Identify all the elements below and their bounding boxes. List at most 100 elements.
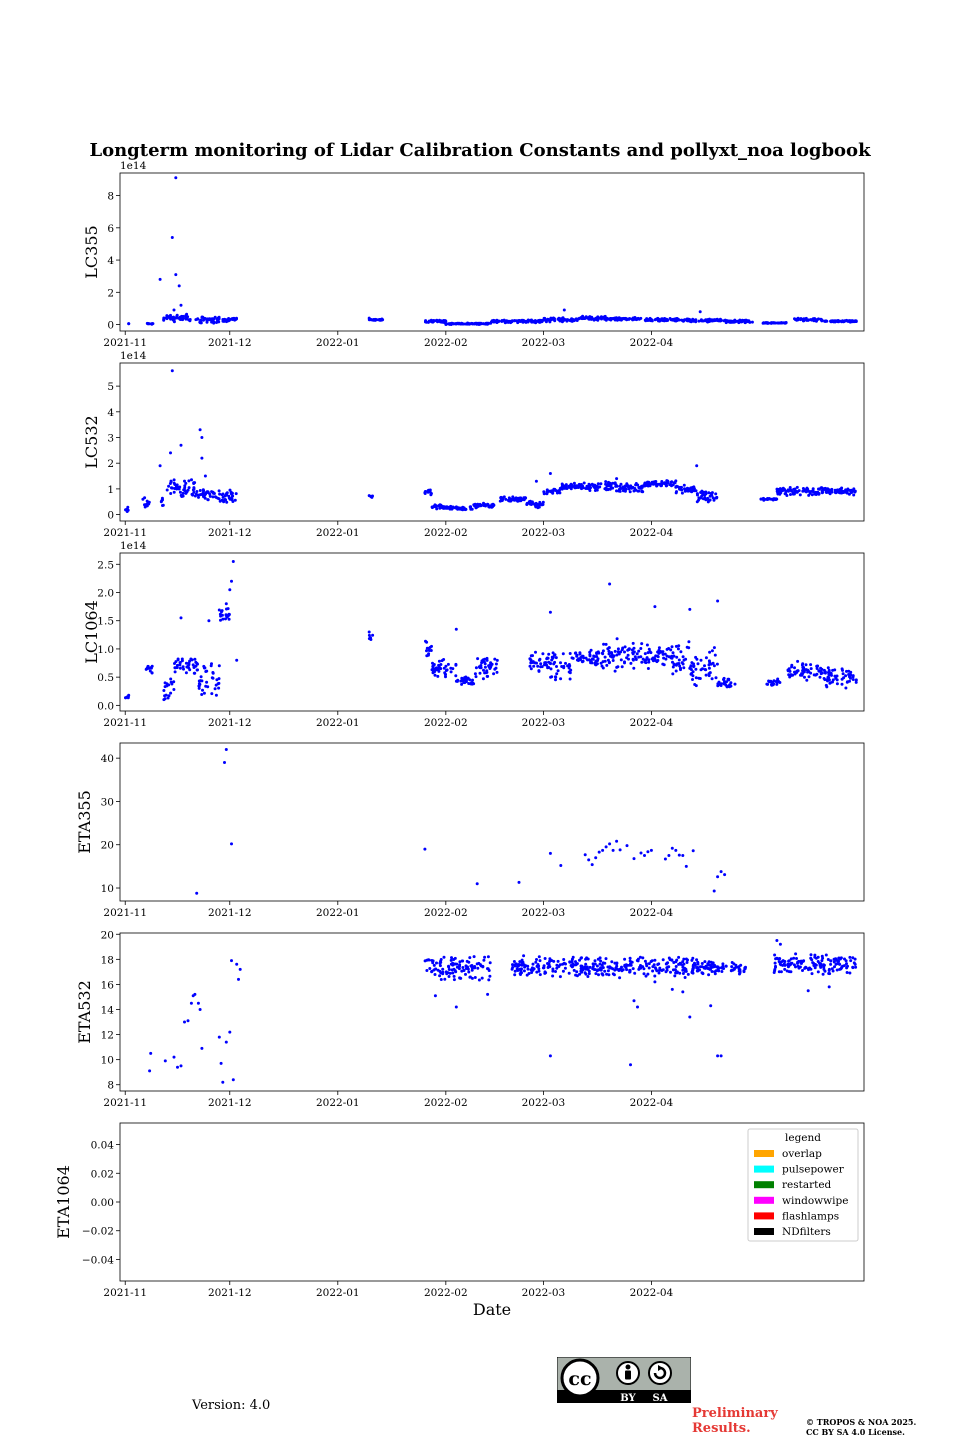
- data-point: [693, 963, 697, 967]
- data-point: [833, 668, 837, 672]
- data-point: [228, 588, 232, 592]
- data-point: [369, 495, 373, 499]
- data-point: [587, 972, 591, 976]
- data-point: [179, 616, 183, 620]
- data-point: [655, 969, 659, 973]
- data-point: [833, 320, 837, 324]
- data-point: [712, 889, 716, 893]
- data-point: [442, 658, 446, 661]
- data-point: [494, 666, 498, 670]
- data-point: [837, 490, 841, 494]
- data-point: [454, 627, 458, 631]
- data-point: [671, 660, 674, 664]
- data-point: [478, 671, 482, 675]
- data-point: [611, 481, 615, 485]
- data-point: [602, 642, 606, 646]
- y-tick-label: 1.0: [97, 644, 114, 656]
- data-point: [548, 320, 552, 324]
- panel-eta355: 2021-11 2021-12 2022-01 2022-02 2022-03 2022-…: [75, 742, 865, 919]
- data-point: [480, 976, 484, 980]
- data-point: [474, 675, 478, 679]
- data-point: [826, 666, 830, 670]
- data-point: [805, 678, 809, 682]
- data-point: [529, 658, 533, 662]
- data-point: [512, 960, 516, 963]
- data-point: [486, 955, 490, 959]
- data-point: [585, 956, 589, 960]
- data-point: [549, 662, 552, 666]
- data-point: [604, 845, 608, 849]
- data-point: [146, 322, 150, 325]
- data-point: [445, 505, 449, 509]
- data-point: [219, 1061, 223, 1065]
- data-point: [687, 640, 691, 644]
- data-point: [580, 956, 583, 960]
- data-point: [447, 505, 451, 509]
- data-point: [230, 579, 233, 583]
- data-point: [698, 968, 702, 972]
- x-tick-label: 2022-03: [522, 1097, 566, 1109]
- data-point: [577, 482, 581, 486]
- data-point: [716, 599, 720, 603]
- data-point: [530, 971, 534, 974]
- data-point: [611, 655, 615, 659]
- data-point: [559, 677, 563, 681]
- data-point: [675, 655, 679, 659]
- data-point: [623, 957, 627, 961]
- data-point: [558, 975, 562, 979]
- data-point: [217, 317, 221, 321]
- data-point: [187, 479, 191, 483]
- data-point: [459, 322, 463, 326]
- data-point: [631, 657, 635, 661]
- data-point: [710, 677, 714, 681]
- data-point: [469, 505, 473, 509]
- data-point: [529, 667, 533, 671]
- data-point: [452, 322, 456, 326]
- data-point: [169, 316, 173, 320]
- data-point: [611, 659, 615, 662]
- data-point: [688, 1015, 692, 1019]
- data-point: [712, 664, 716, 668]
- data-point: [673, 974, 677, 978]
- data-point: [537, 669, 541, 673]
- figure-title: Longterm monitoring of Lidar Calibration…: [89, 140, 871, 161]
- data-point: [655, 660, 659, 664]
- data-point: [847, 319, 851, 323]
- data-point: [179, 493, 183, 497]
- data-point: [834, 962, 838, 966]
- data-point: [430, 644, 433, 648]
- data-point: [650, 318, 654, 322]
- data-point: [716, 875, 720, 879]
- data-point: [206, 498, 210, 502]
- data-point: [678, 961, 682, 965]
- x-tick-label: 2021-12: [208, 1097, 252, 1109]
- data-point: [151, 322, 155, 326]
- data-point: [620, 648, 624, 652]
- data-point: [221, 492, 225, 496]
- data-point: [177, 284, 181, 288]
- data-point: [218, 492, 222, 496]
- data-point: [202, 317, 206, 321]
- data-point: [661, 652, 665, 656]
- data-series: [127, 176, 858, 326]
- data-point: [674, 491, 678, 495]
- x-tick-label: 2021-11: [103, 1097, 147, 1109]
- data-point: [224, 602, 228, 606]
- data-point: [217, 1035, 221, 1039]
- data-point: [460, 959, 464, 963]
- data-point: [815, 491, 819, 494]
- data-point: [762, 321, 766, 325]
- data-point: [691, 849, 695, 853]
- data-point: [423, 959, 427, 963]
- data-point: [487, 664, 491, 668]
- data-point: [681, 990, 685, 994]
- data-point: [623, 650, 626, 654]
- data-point: [568, 652, 572, 655]
- data-point: [570, 960, 574, 964]
- data-point: [172, 680, 176, 684]
- data-point: [574, 973, 578, 977]
- data-point: [562, 958, 566, 961]
- data-point: [454, 674, 458, 678]
- data-point: [462, 322, 466, 326]
- x-tick-label: 2022-02: [424, 527, 468, 539]
